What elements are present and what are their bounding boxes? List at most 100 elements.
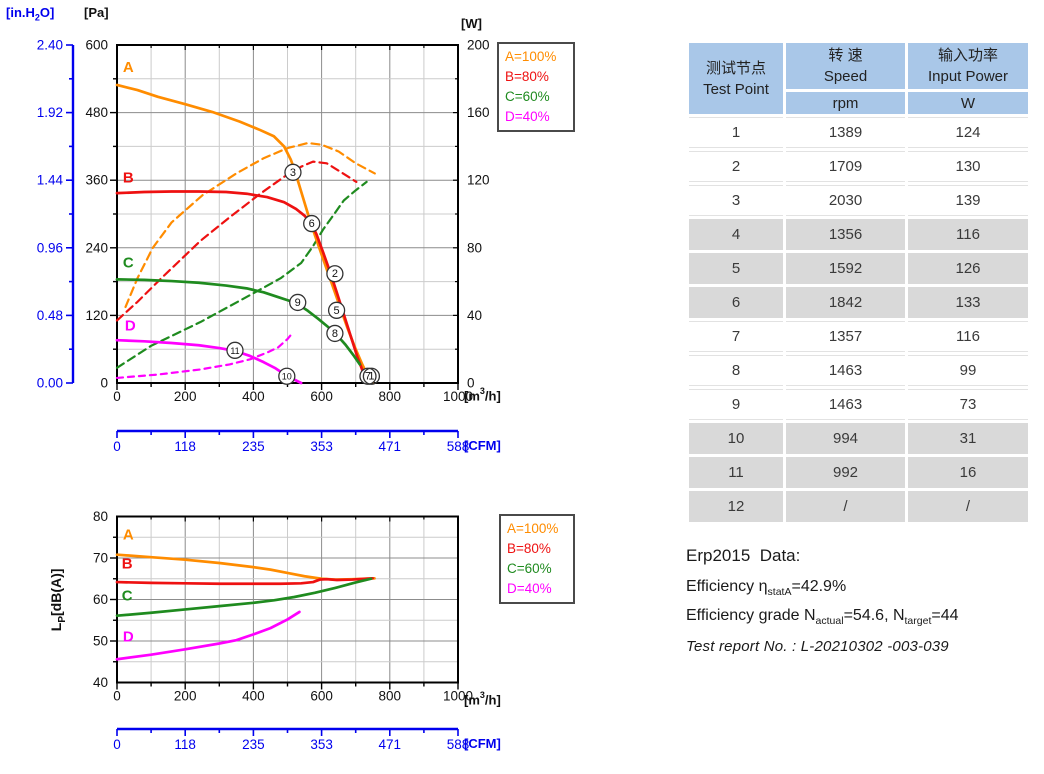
legend-item-d: D=40% bbox=[505, 109, 550, 124]
test-report-number: Test report No. : L-20210302 -003-039 bbox=[686, 638, 949, 656]
cell-speed: 1709 bbox=[786, 151, 905, 182]
header-test-point-en: Test Point bbox=[703, 80, 769, 98]
cell-power: 116 bbox=[908, 321, 1028, 352]
svg-text:200: 200 bbox=[174, 389, 197, 404]
legend-item-c: C=60% bbox=[505, 89, 550, 104]
svg-text:400: 400 bbox=[242, 389, 265, 404]
legend-item-a: A=100% bbox=[507, 521, 559, 536]
svg-text:200: 200 bbox=[467, 38, 490, 53]
header-input-power-en: Input Power bbox=[927, 68, 1009, 85]
cell-speed: / bbox=[786, 491, 905, 522]
svg-text:0: 0 bbox=[113, 389, 121, 404]
svg-text:0: 0 bbox=[113, 689, 121, 704]
cell-speed: 1463 bbox=[786, 389, 905, 420]
unit-w: [W] bbox=[461, 16, 482, 31]
svg-text:353: 353 bbox=[310, 439, 333, 454]
svg-text:5: 5 bbox=[334, 305, 340, 317]
cell-speed: 1389 bbox=[786, 117, 905, 148]
cell-point: 4 bbox=[689, 219, 783, 250]
unit-m3h-top: [m3/h] bbox=[464, 386, 501, 404]
table-row: 10 994 31 bbox=[689, 423, 1028, 454]
cell-speed: 994 bbox=[786, 423, 905, 454]
header-test-point: 测试节点 Test Point bbox=[689, 43, 783, 114]
unit-pa: [Pa] bbox=[84, 5, 109, 20]
cell-power: 133 bbox=[908, 287, 1028, 318]
svg-text:7: 7 bbox=[365, 371, 371, 383]
svg-text:1.44: 1.44 bbox=[37, 173, 64, 188]
svg-text:360: 360 bbox=[85, 173, 108, 188]
svg-text:800: 800 bbox=[379, 389, 402, 404]
cell-power: 73 bbox=[908, 389, 1028, 420]
table-row: 7 1357 116 bbox=[689, 321, 1028, 352]
erp-title: Erp2015 Data: bbox=[686, 546, 801, 565]
svg-text:480: 480 bbox=[85, 105, 108, 120]
table-row: 9 1463 73 bbox=[689, 389, 1028, 420]
cell-point: 12 bbox=[689, 491, 783, 522]
svg-text:70: 70 bbox=[93, 551, 108, 566]
svg-text:235: 235 bbox=[242, 737, 265, 752]
svg-text:3: 3 bbox=[290, 167, 296, 179]
svg-text:10: 10 bbox=[282, 372, 292, 382]
svg-text:B: B bbox=[122, 555, 133, 572]
cell-power: 31 bbox=[908, 423, 1028, 454]
svg-text:118: 118 bbox=[174, 737, 196, 752]
header-speed: 转 速 Speed bbox=[786, 43, 905, 89]
cell-speed: 1842 bbox=[786, 287, 905, 318]
svg-text:11: 11 bbox=[230, 346, 239, 356]
svg-text:D: D bbox=[123, 628, 134, 645]
cell-speed: 992 bbox=[786, 457, 905, 488]
test-point-table: 测试节点 Test Point 转 速 Speed 输入功率 Input Pow… bbox=[686, 40, 1031, 525]
svg-text:0: 0 bbox=[113, 439, 121, 454]
cell-power: 139 bbox=[908, 185, 1028, 216]
legend-item-b: B=80% bbox=[505, 69, 549, 84]
svg-text:1000: 1000 bbox=[443, 389, 473, 404]
table-row: 11 992 16 bbox=[689, 457, 1028, 488]
header-input-power: 输入功率 Input Power bbox=[908, 43, 1028, 89]
svg-text:800: 800 bbox=[379, 689, 402, 704]
svg-text:353: 353 bbox=[310, 737, 333, 752]
svg-text:120: 120 bbox=[467, 173, 490, 188]
legend-item-c: C=60% bbox=[507, 561, 552, 576]
svg-text:471: 471 bbox=[379, 439, 402, 454]
cell-speed: 1357 bbox=[786, 321, 905, 352]
svg-text:A: A bbox=[123, 59, 134, 76]
legend-item-a: A=100% bbox=[505, 49, 557, 64]
cell-power: 126 bbox=[908, 253, 1028, 284]
svg-text:600: 600 bbox=[310, 689, 333, 704]
cell-point: 7 bbox=[689, 321, 783, 352]
svg-text:600: 600 bbox=[85, 38, 108, 53]
legend-pressure-chart: A=100% B=80% C=60% D=40% bbox=[497, 42, 575, 132]
svg-text:600: 600 bbox=[310, 389, 333, 404]
header-input-power-zh: 输入功率 bbox=[937, 47, 998, 64]
svg-text:40: 40 bbox=[467, 308, 482, 323]
table-row: 6 1842 133 bbox=[689, 287, 1028, 318]
svg-text:C: C bbox=[123, 255, 134, 272]
table-row: 5 1592 126 bbox=[689, 253, 1028, 284]
svg-text:60: 60 bbox=[93, 592, 108, 607]
unit-inh2o: [in.H2O] bbox=[6, 5, 55, 23]
cell-point: 10 bbox=[689, 423, 783, 454]
svg-text:0: 0 bbox=[467, 376, 475, 391]
table-row: 8 1463 99 bbox=[689, 355, 1028, 386]
table-body: 1 1389 124 2 1709 130 3 2030 139 4 1356 116 5 1592 126… bbox=[689, 117, 1028, 522]
svg-text:0.00: 0.00 bbox=[37, 376, 63, 391]
erp-efficiency-line: Efficiency ηstatA=42.9% bbox=[686, 578, 847, 599]
cell-point: 5 bbox=[689, 253, 783, 284]
svg-text:1000: 1000 bbox=[443, 689, 473, 704]
cell-speed: 1463 bbox=[786, 355, 905, 386]
cell-speed: 1356 bbox=[786, 219, 905, 250]
unit-m3h-bottom: [m3/h] bbox=[464, 690, 501, 708]
svg-text:240: 240 bbox=[85, 240, 108, 255]
svg-text:400: 400 bbox=[242, 689, 265, 704]
svg-text:200: 200 bbox=[174, 689, 197, 704]
svg-text:588: 588 bbox=[447, 737, 470, 752]
cell-power: 124 bbox=[908, 117, 1028, 148]
header-speed-unit: rpm bbox=[786, 92, 905, 114]
cell-point: 3 bbox=[689, 185, 783, 216]
cell-point: 8 bbox=[689, 355, 783, 386]
svg-text:471: 471 bbox=[379, 737, 402, 752]
unit-cfm-top: [CFM] bbox=[464, 438, 501, 453]
cell-point: 11 bbox=[689, 457, 783, 488]
svg-text:120: 120 bbox=[85, 308, 108, 323]
